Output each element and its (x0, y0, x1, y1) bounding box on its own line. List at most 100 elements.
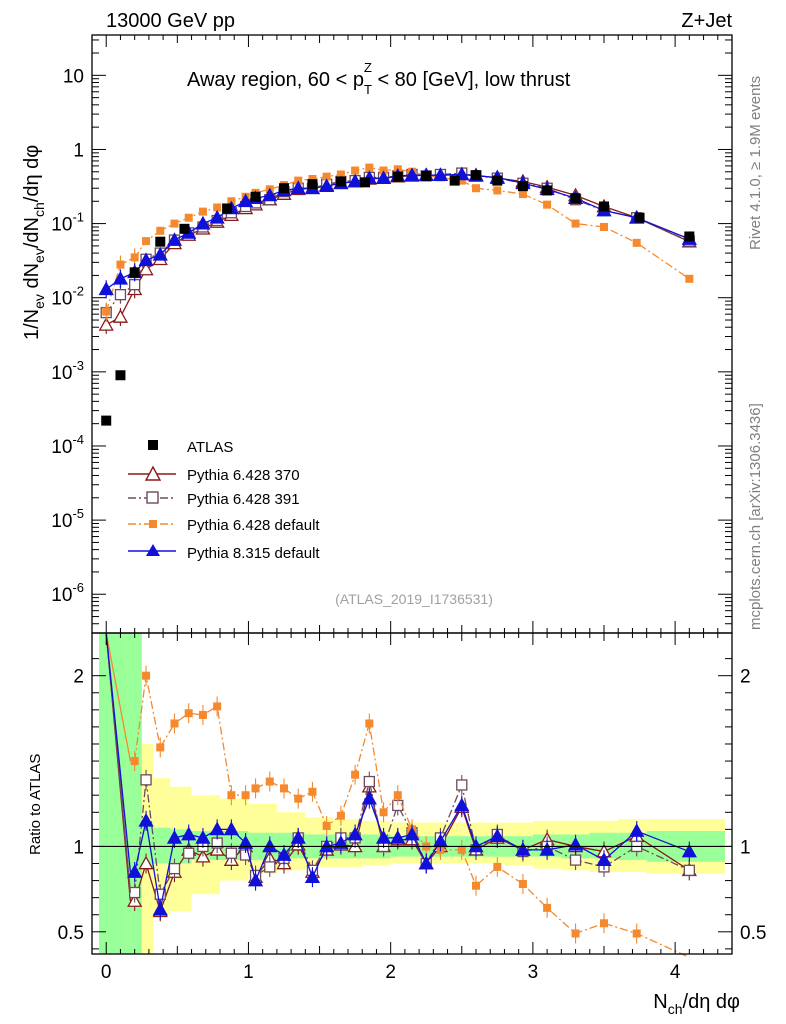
series-4-ratio-point (629, 823, 645, 837)
series-3-main-point (130, 253, 139, 262)
series-4-ratio-point (152, 901, 168, 916)
atlas-data-point (179, 223, 190, 234)
series-3-ratio-point (142, 671, 151, 680)
series-2-ratio-point (456, 779, 468, 791)
main-panel-frame (91, 34, 733, 634)
atlas-data-point (471, 170, 481, 181)
series-2-ratio-point (129, 886, 141, 899)
legend-label-pythia8-default: Pythia 8.315 default (187, 545, 320, 562)
series-3-ratio-point (493, 862, 502, 871)
series-1-main-line (105, 173, 690, 326)
series-4-ratio-point (489, 828, 505, 843)
series-4-main-point (209, 209, 225, 224)
atlas-data-point (599, 201, 609, 212)
x-tick-label: 2 (385, 962, 396, 983)
series-3-ratio-point (184, 709, 193, 718)
series-4-ratio-point (247, 872, 264, 887)
series-3-main-point (543, 200, 552, 209)
series-3-ratio-point (241, 791, 250, 800)
series-4-ratio-point (304, 869, 321, 884)
legend-label-pythia6-default: Pythia 6.428 default (187, 517, 320, 534)
legend-entry-pythia6-default: Pythia 6.428 default (128, 517, 320, 534)
series-3-main-point (213, 203, 222, 212)
x-tick-label: 0 (101, 962, 112, 983)
analysis-watermark: (ATLAS_2019_I1736531) (335, 591, 493, 607)
series-4-main-point (347, 173, 363, 188)
atlas-data-point (449, 175, 460, 186)
series-4-main-point (112, 270, 129, 285)
atlas-data-point (101, 415, 112, 426)
series-3-ratio-point (472, 881, 480, 890)
y-tick-label: 10-5 (51, 506, 84, 532)
series-2-ratio-point (183, 847, 195, 859)
series-4-main-point (290, 180, 306, 195)
series-3-ratio-point (227, 791, 236, 800)
series-3-main-point (198, 207, 207, 216)
series-4-main-point (404, 167, 420, 182)
legend-label-atlas: ATLAS (187, 439, 233, 456)
series-4-ratio-point (404, 826, 420, 841)
series-4-ratio-point (333, 835, 349, 849)
legend-marker-pythia6-391 (146, 491, 159, 504)
series-4-main-point (262, 187, 278, 202)
x-axis-label: Nch/dη dφ (653, 991, 740, 1017)
y-tick-label: 1 (73, 140, 84, 161)
ratio-panel-series (92, 632, 732, 959)
series-2-ratio-point (140, 774, 152, 786)
legend-marker-pythia6-370 (144, 465, 162, 481)
series-4-ratio-point (515, 842, 531, 856)
series-3-main-point (685, 274, 694, 283)
legend-marker-pythia6-default (149, 520, 157, 528)
series-4-ratio-point (237, 835, 254, 849)
series-4-ratio-point (195, 830, 211, 844)
series-3-main-point (472, 184, 480, 193)
series-3-ratio-point (198, 710, 207, 719)
ratio-panel-frame (91, 632, 733, 955)
series-3-ratio-point (600, 919, 608, 928)
series-4-ratio-point (276, 847, 292, 861)
series-3-ratio-point (130, 757, 139, 766)
legend-entry-pythia6-370: Pythia 6.428 370 (128, 465, 300, 484)
series-4-main-point (166, 232, 183, 246)
ratio-y-tick-label-right: 2 (740, 667, 751, 688)
series-3-ratio-point (322, 821, 331, 830)
series-4-ratio-point (375, 830, 392, 844)
series-3-ratio-point (632, 929, 641, 938)
series-3-ratio-point (265, 777, 274, 786)
legend: ATLAS Pythia 6.428 370 Pythia 6.428 391 … (128, 439, 320, 562)
series-4-ratio-point (468, 838, 484, 853)
series-3-main-point (142, 237, 151, 246)
x-tick-label: 1 (243, 962, 254, 983)
atlas-data-point (492, 175, 503, 186)
series-2-ratio-point (154, 888, 166, 900)
series-4-main-point (195, 215, 211, 230)
series-3-main-point (571, 219, 580, 228)
y-tick-label: 10-3 (51, 358, 84, 384)
series-4-ratio-point (290, 830, 306, 844)
legend-label-pythia6-370: Pythia 6.428 370 (187, 467, 300, 484)
series-4-ratio-point (454, 797, 470, 812)
atlas-data-point (250, 191, 261, 202)
series-4-ratio-point (223, 821, 239, 836)
ratio-uncertainty-bands (99, 633, 725, 954)
series-3-main-point (457, 176, 466, 185)
series-2-ratio-point (569, 854, 582, 866)
series-3-main-point (102, 307, 111, 316)
series-3-ratio-point (170, 719, 179, 728)
series-3-ratio-offscale-line (105, 632, 132, 762)
atlas-data-point (517, 181, 528, 192)
series-2-ratio-point (225, 847, 238, 859)
series-4-main-point (152, 246, 168, 261)
series-3-ratio-point (280, 784, 288, 793)
series-4-ratio-point (681, 843, 697, 858)
series-3-main-point (336, 170, 345, 179)
series-2-ratio-point (168, 862, 181, 875)
series-3-ratio-line (134, 675, 690, 959)
series-3-ratio-point (543, 903, 552, 912)
header-left-label: 13000 GeV pp (106, 10, 235, 32)
series-3-ratio-point (393, 791, 402, 800)
series-2-ratio-point (683, 864, 695, 876)
series-3-main-point (170, 219, 179, 228)
legend-marker-atlas (148, 440, 158, 450)
